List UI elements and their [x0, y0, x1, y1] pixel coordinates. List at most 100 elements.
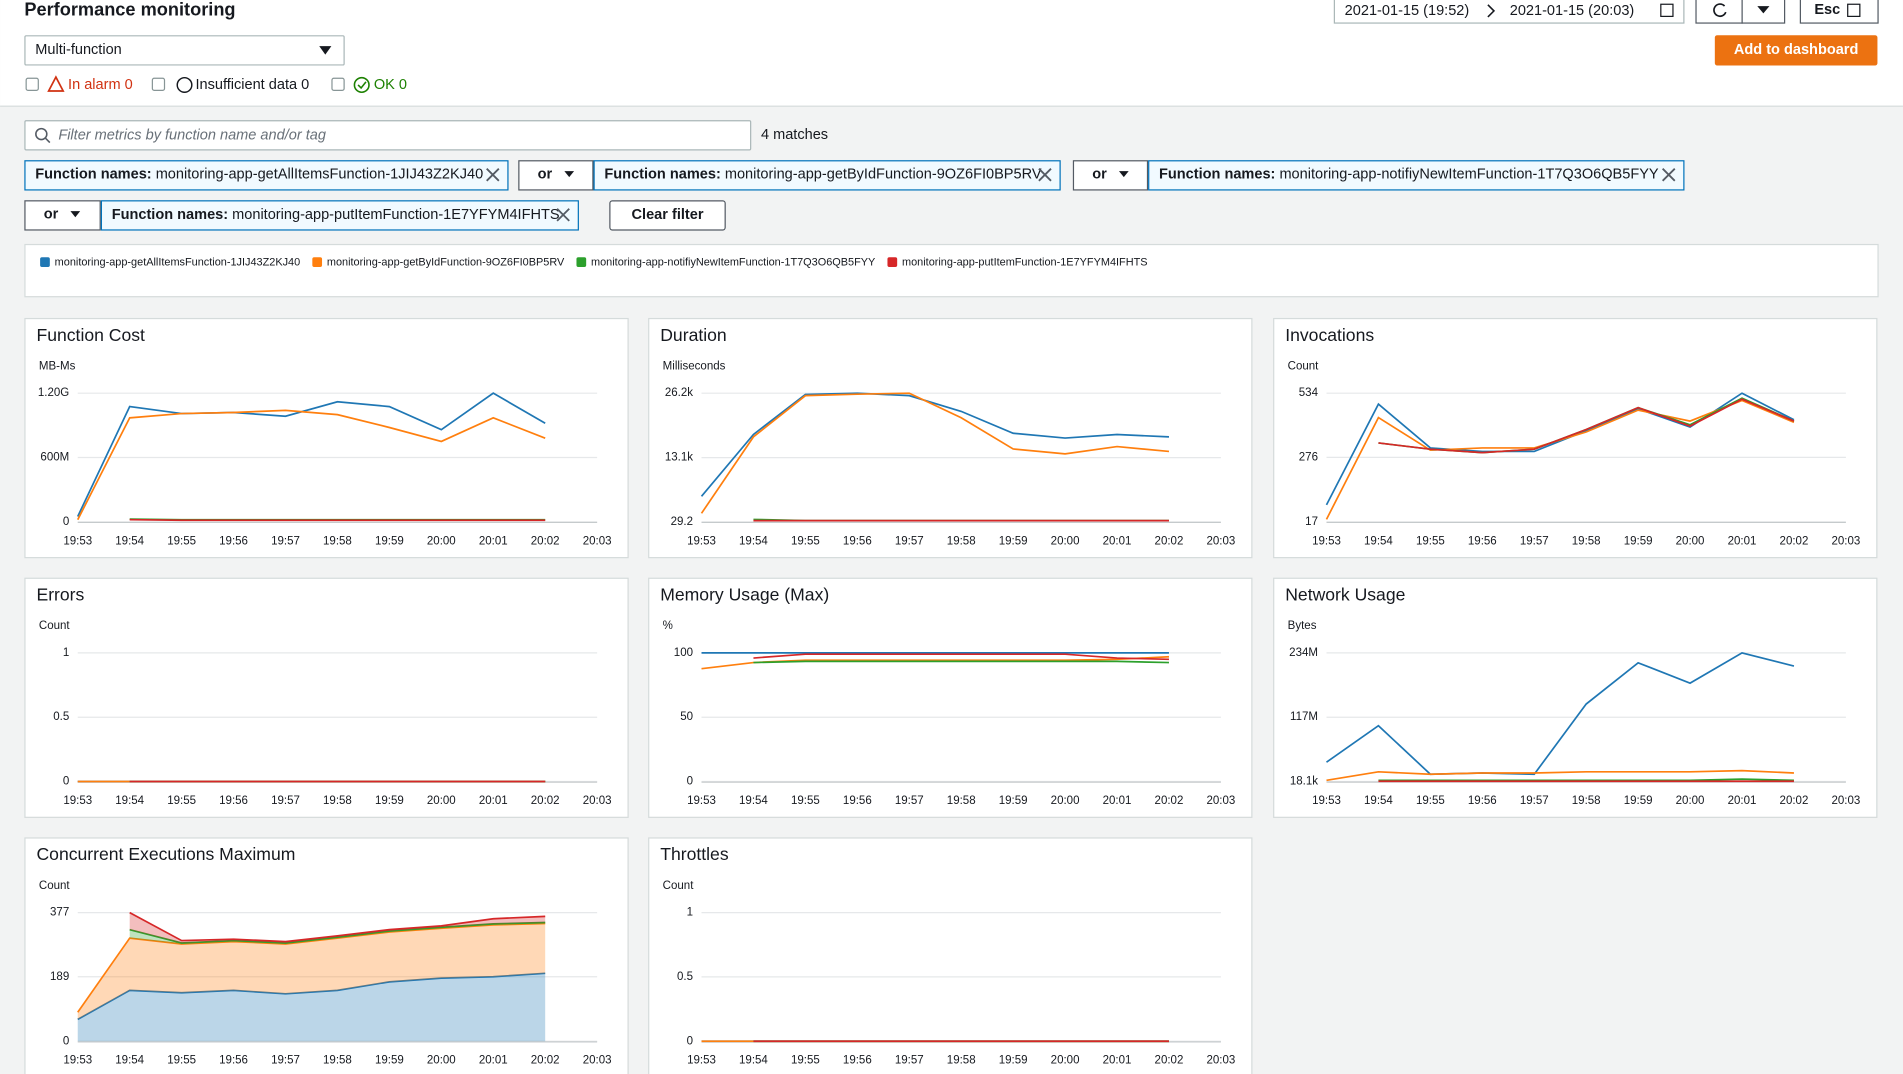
x-tick-label: 20:02: [531, 1055, 560, 1067]
x-tick-label: 20:00: [1051, 1055, 1080, 1067]
filter-remove[interactable]: [1662, 168, 1676, 182]
time-end: 2021-01-15 (20:03): [1510, 3, 1635, 19]
x-tick-label: 20:02: [531, 535, 560, 547]
x-tick-label: 19:53: [687, 1055, 716, 1067]
search-input[interactable]: [24, 120, 752, 151]
series-line: [1378, 778, 1794, 782]
x-tick-label: 19:58: [947, 535, 976, 547]
series-line: [129, 911, 546, 943]
series-line: [1378, 398, 1795, 454]
operator-label: or: [44, 207, 59, 223]
search-placeholder: Filter metrics by function name and/or t…: [58, 128, 326, 144]
filter-text: Function names: monitoring-app-putItemFu…: [112, 207, 560, 223]
x-tick-label: 20:03: [583, 1055, 612, 1067]
filter-remove[interactable]: [486, 168, 500, 182]
x-tick-label: 19:57: [895, 535, 924, 547]
filter-token: [100, 200, 579, 231]
panel-bg: [24, 577, 629, 818]
panel-bg: [648, 837, 1253, 1074]
status-label: Insufficient data: [195, 77, 298, 93]
x-tick-label: 19:55: [167, 1055, 196, 1067]
x-tick-label: 19:55: [1416, 535, 1445, 547]
x-tick-label: 19:53: [1312, 535, 1341, 547]
charts: Function Cost MB-Ms 0 600M 1.20G 19:53 19:54 19…: [24, 317, 1878, 1074]
chart-title: Memory Usage (Max): [660, 584, 829, 604]
status-in-alarm: In alarm 0: [68, 77, 133, 93]
x-tick-label: 19:56: [843, 1055, 872, 1067]
x-tick-label: 19:53: [63, 1055, 92, 1067]
y-axis-label: Bytes: [1288, 620, 1317, 632]
y-tick-label: 1: [687, 907, 693, 919]
x-tick-label: 19:55: [791, 1055, 820, 1067]
x-tick-label: 19:56: [1468, 535, 1497, 547]
clear-filter-button[interactable]: [609, 200, 726, 231]
select-caret: [319, 46, 332, 55]
x-tick-label: 19:56: [1468, 795, 1497, 807]
y-tick-label: 1: [63, 647, 69, 659]
filter-text: Function names: monitoring-app-getByIdFu…: [604, 167, 1041, 183]
x-tick-label: 19:54: [739, 1055, 768, 1067]
operator-select[interactable]: [1072, 160, 1149, 191]
chart-panel: Network Usage Bytes 18.1k 117M 234M 19:53 19:5…: [1273, 577, 1878, 818]
operator-select[interactable]: [518, 160, 594, 191]
checkbox[interactable]: [331, 77, 345, 92]
y-tick-label: 26.2k: [665, 387, 693, 399]
x-tick-label: 20:01: [1103, 795, 1132, 807]
x-tick-label: 20:01: [1103, 1055, 1132, 1067]
x-tick-label: 19:54: [115, 1055, 144, 1067]
fullscreen-icon: [1847, 3, 1861, 17]
panel-bg: [1273, 577, 1878, 818]
filter-value: monitoring-app-getByIdFunction-9OZ6FI0BP…: [725, 167, 1042, 183]
filter-value: monitoring-app-putItemFunction-1E7YFYM4I…: [232, 207, 560, 223]
legend: monitoring-app-getAllItemsFunction-1JIJ4…: [40, 257, 1148, 269]
x-tick-label: 19:54: [1364, 795, 1393, 807]
esc-button[interactable]: [1799, 0, 1879, 24]
filter-remove[interactable]: [556, 208, 570, 222]
add-to-dashboard-button[interactable]: [1714, 35, 1878, 66]
y-tick-label: 0: [63, 776, 69, 788]
search-icon-handle: [45, 137, 51, 144]
x-tick-label: 20:03: [1206, 535, 1235, 547]
series-area: [77, 923, 546, 1020]
x-tick-label: 19:54: [739, 795, 768, 807]
series-line: [76, 409, 546, 521]
filter-remove[interactable]: [1038, 168, 1052, 182]
series-line: [1326, 651, 1795, 776]
x-tick-label: 20:01: [1728, 535, 1757, 547]
x-tick-label: 19:56: [219, 535, 248, 547]
chart-panel: Throttles Count 0 0.5 1 19:53 19:54 19:55 19:56 1…: [648, 837, 1253, 1074]
legend-swatch: [40, 257, 50, 267]
y-tick-label: 0.5: [677, 971, 693, 983]
x-tick-label: 20:02: [1155, 535, 1184, 547]
y-tick-label: 0: [687, 1035, 693, 1047]
chart-title: Network Usage: [1285, 584, 1405, 604]
chart-title: Invocations: [1285, 325, 1374, 345]
series-line: [129, 518, 546, 522]
checkbox[interactable]: [151, 77, 166, 92]
x-tick-label: 19:59: [1624, 795, 1653, 807]
y-axis-label: Count: [39, 880, 71, 892]
function-select-value: Multi-function: [35, 42, 122, 58]
series-line: [77, 922, 546, 1013]
x-tick-label: 20:02: [531, 795, 560, 807]
legend-label: monitoring-app-getByIdFunction-9OZ6FI0BP…: [327, 257, 565, 269]
operator-select[interactable]: [24, 200, 101, 231]
y-tick-label: 377: [50, 907, 69, 919]
time-range[interactable]: [1333, 0, 1685, 24]
legend-label: monitoring-app-notifiyNewItemFunction-1T…: [591, 257, 876, 269]
x-tick-label: 19:59: [999, 795, 1028, 807]
x-tick-label: 19:54: [115, 535, 144, 547]
x-tick-label: 19:54: [1364, 535, 1393, 547]
legend-label: monitoring-app-getAllItemsFunction-1JIJ4…: [55, 257, 301, 269]
chart-title: Concurrent Executions Maximum: [36, 844, 295, 864]
status-insufficient: Insufficient data 0: [195, 77, 309, 93]
checkbox[interactable]: [25, 77, 39, 92]
chart-title: Function Cost: [36, 325, 145, 345]
status-count: 0: [125, 77, 133, 93]
x-tick-label: 20:00: [1676, 535, 1705, 547]
filter-key: Function names:: [604, 167, 720, 183]
y-tick-label: 29.2: [671, 516, 693, 528]
y-axis-label: Count: [663, 880, 695, 892]
function-select[interactable]: [24, 35, 345, 66]
